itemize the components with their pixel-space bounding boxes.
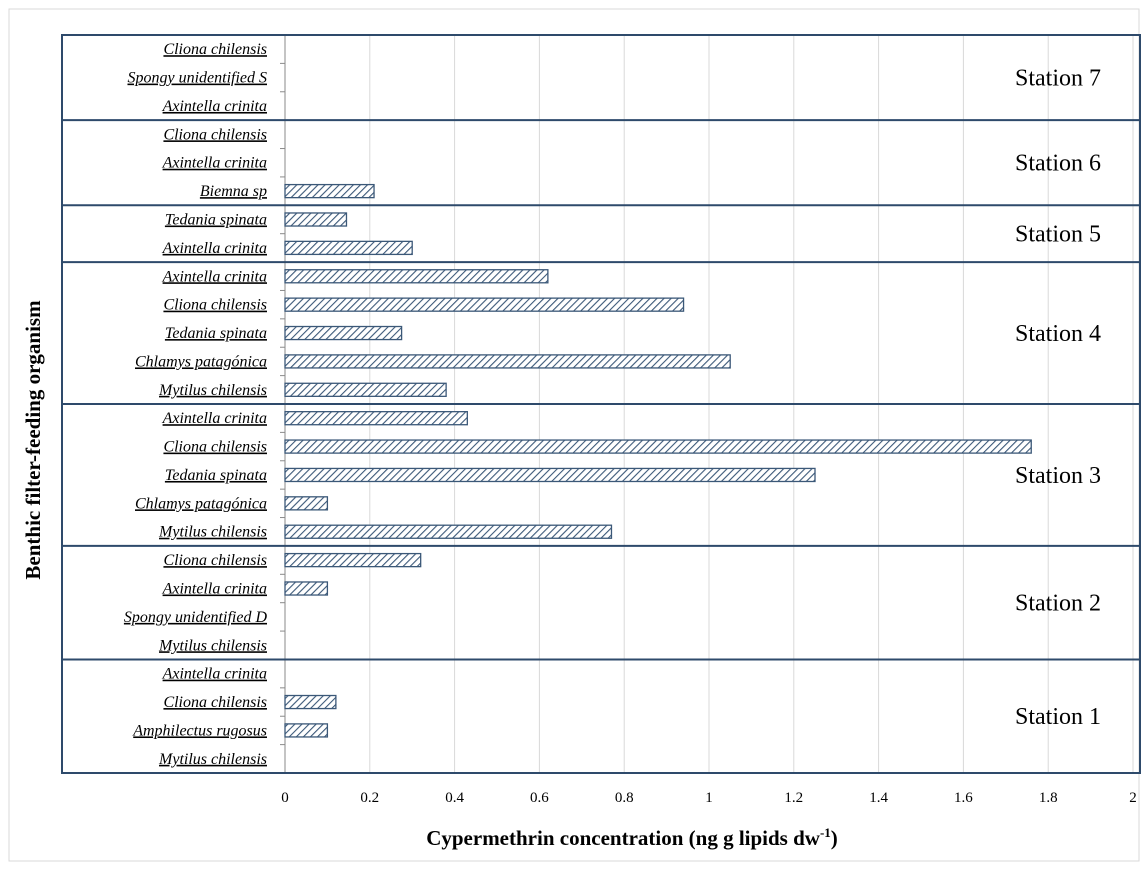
category-label: Spongy unidentified D — [124, 609, 268, 626]
bar — [284, 467, 816, 483]
category-label: Mytilus chilensis — [158, 751, 267, 768]
category-label: Tedania spinata — [165, 325, 267, 342]
category-label: Cliona chilensis — [163, 439, 267, 456]
bars — [284, 183, 1032, 738]
x-axis-title-superscript: -1 — [820, 825, 831, 840]
bar — [284, 694, 337, 710]
x-tick-label: 1.6 — [954, 790, 973, 806]
bar — [284, 524, 613, 539]
x-tick-label: 0.8 — [615, 790, 634, 806]
station-label: Station 1 — [1015, 704, 1101, 730]
category-label: Mytilus chilensis — [158, 637, 267, 654]
bar — [284, 297, 685, 312]
category-label: Mytilus chilensis — [158, 524, 267, 541]
x-tick-label: 0.6 — [530, 790, 549, 806]
station-label: Station 5 — [1015, 222, 1101, 248]
bar — [284, 212, 348, 227]
category-label: Axintella crinita — [162, 240, 267, 257]
station-label: Station 2 — [1015, 591, 1101, 617]
station-frame-outer — [61, 34, 1141, 774]
bar — [284, 723, 329, 738]
category-label: Cliona chilensis — [163, 126, 267, 143]
bar — [284, 325, 403, 341]
bar — [284, 411, 468, 426]
category-label: Cliona chilensis — [163, 41, 267, 58]
category-label: Axintella crinita — [162, 268, 267, 285]
x-tick-label: 1.4 — [869, 790, 888, 806]
x-tick-label: 1.8 — [1039, 790, 1058, 806]
station-label: Station 3 — [1015, 463, 1101, 489]
category-label: Cliona chilensis — [163, 694, 267, 711]
category-label: Axintella crinita — [162, 666, 267, 683]
category-label: Cliona chilensis — [163, 297, 267, 314]
category-label: Biemna sp — [200, 183, 267, 200]
category-label: Tedania spinata — [165, 467, 267, 484]
category-label: Mytilus chilensis — [158, 382, 267, 399]
x-tick-label: 0 — [281, 790, 289, 806]
category-labels: Cliona chilensis Spongy unidentified S Axi… — [124, 41, 1101, 768]
category-label: Spongy unidentified S — [127, 70, 267, 87]
bar — [284, 183, 375, 199]
bar — [284, 496, 329, 511]
station-label: Station 7 — [1015, 66, 1101, 92]
x-tick-label: 2 — [1129, 790, 1137, 806]
x-tick-label: 0.2 — [360, 790, 379, 806]
station-frames — [61, 34, 1141, 774]
station-label: Station 6 — [1015, 151, 1101, 177]
bar — [284, 581, 329, 596]
y-axis-title: Benthic filter-feeding organism — [21, 300, 45, 580]
x-tick-label: 1 — [705, 790, 713, 806]
bar — [284, 552, 422, 568]
bar — [284, 382, 447, 397]
category-label: Chlamys patagónica — [135, 495, 267, 512]
x-tick-label: 0.4 — [445, 790, 464, 806]
station-label: Station 4 — [1015, 321, 1101, 347]
bar — [284, 240, 413, 256]
bar — [284, 354, 731, 369]
x-axis-title-end: ) — [831, 826, 838, 850]
category-label: Axintella crinita — [162, 410, 267, 427]
x-axis-title: Cypermethrin concentration (ng g lipids … — [426, 825, 838, 850]
category-label: Tedania spinata — [165, 212, 267, 229]
category-label: Axintella crinita — [162, 581, 267, 598]
x-tick-label: 1.2 — [784, 790, 803, 806]
bar — [284, 269, 549, 284]
category-label: Axintella crinita — [162, 98, 267, 115]
category-label: Cliona chilensis — [163, 552, 267, 569]
bar — [284, 439, 1032, 454]
category-label: Amphilectus rugosus — [132, 722, 267, 739]
x-tick-labels: 0 0.2 0.4 0.6 0.8 1 1.2 1.4 1.6 1.8 2 — [281, 790, 1137, 806]
category-label: Axintella crinita — [162, 155, 267, 172]
category-label: Chlamys patagónica — [135, 353, 267, 370]
